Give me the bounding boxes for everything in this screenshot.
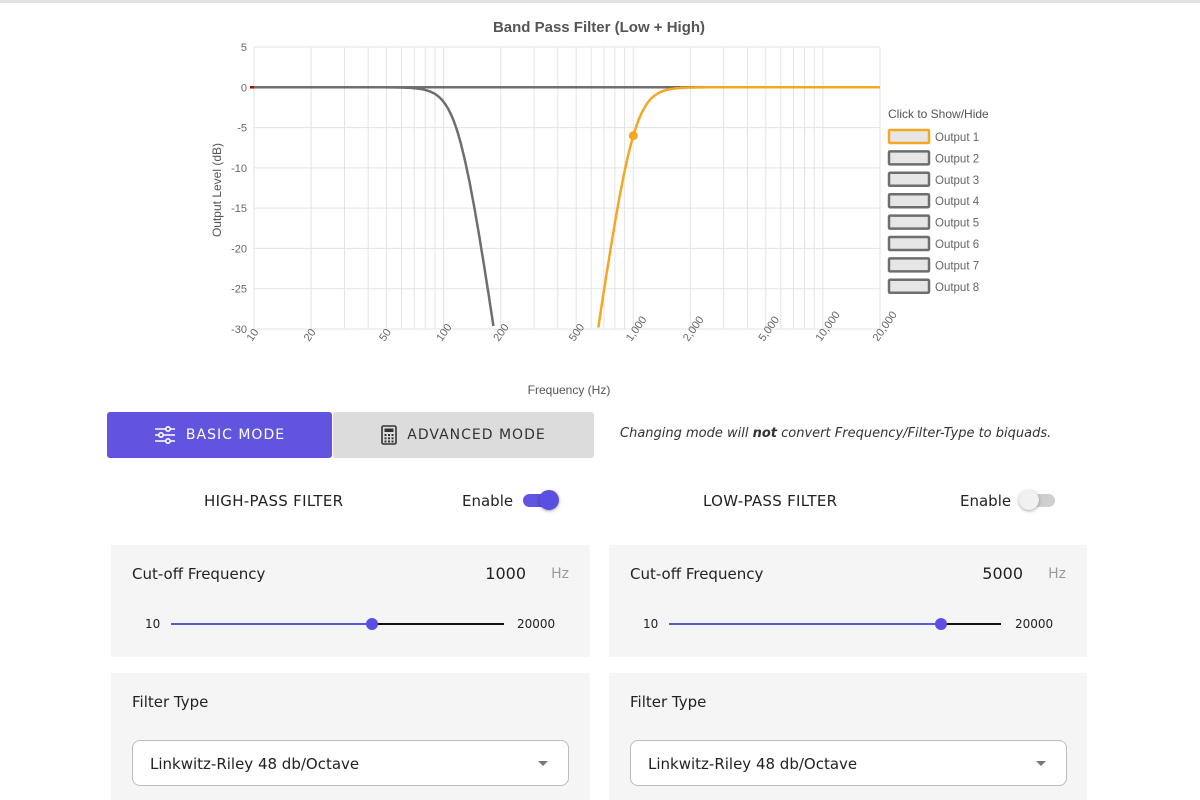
note-suffix: convert Frequency/Filter-Type to biquads… — [777, 426, 1052, 441]
y-axis-ticks: 5 0 -5 -10 -15 -20 -25 -30 — [231, 42, 247, 336]
x-tick-label: 20 — [302, 327, 319, 344]
legend-item-output-4[interactable]: Output 4 — [887, 192, 980, 209]
sliders-icon — [154, 426, 175, 444]
low-pass-cutoff-unit: Hz — [1048, 566, 1066, 582]
legend-item-output-5[interactable]: Output 5 — [887, 214, 979, 230]
legend-swatch — [887, 171, 931, 188]
low-pass-filter-type-select[interactable]: Linkwitz-Riley 48 db/Octave — [630, 740, 1067, 786]
note-emphasis: not — [752, 426, 778, 441]
y-tick-label: -30 — [231, 324, 247, 336]
series-line-output-1 — [597, 86, 880, 328]
chart-series — [250, 86, 880, 328]
high-pass-cutoff-panel: Cut-off Frequency 1000 Hz 10 20000 — [111, 545, 590, 657]
legend-swatch — [887, 278, 931, 295]
legend-label: Output 8 — [935, 282, 979, 294]
x-tick-label: 20,000 — [871, 309, 900, 343]
series-line-output-2 — [254, 86, 495, 327]
legend-item-output-6[interactable]: Output 6 — [887, 235, 979, 252]
low-pass-title: LOW-PASS FILTER — [703, 492, 838, 510]
legend-item-output-8[interactable]: Output 8 — [887, 278, 979, 295]
high-pass-range-max: 20000 — [517, 617, 556, 631]
low-pass-filter-type-panel: Filter Type Linkwitz-Riley 48 db/Octave — [609, 673, 1087, 800]
legend-label: Output 3 — [935, 175, 979, 187]
toggle-knob[interactable] — [1019, 490, 1039, 510]
high-pass-cutoff-unit: Hz — [551, 566, 569, 582]
low-pass-cutoff-slider[interactable] — [669, 618, 1001, 630]
x-axis-ticks: 10 20 50 100 200 500 1,000 2,000 5,000 10,000 20,0… — [245, 309, 900, 343]
high-pass-filter-type-label: Filter Type — [132, 693, 209, 711]
low-pass-cutoff-value[interactable]: 5000 — [982, 564, 1023, 583]
legend-swatch — [887, 235, 931, 252]
mode-change-note: Changing mode will not convert Frequency… — [620, 426, 1051, 441]
x-tick-label: 100 — [434, 322, 454, 344]
toggle-knob[interactable] — [539, 490, 559, 510]
legend-swatch — [887, 150, 931, 166]
chart-title: Band Pass Filter (Low + High) — [493, 19, 705, 36]
legend-label: Output 6 — [935, 239, 979, 251]
low-pass-cutoff-panel: Cut-off Frequency 5000 Hz 10 20000 — [609, 545, 1087, 657]
x-axis-label: Frequency (Hz) — [528, 383, 611, 397]
legend-item-output-1[interactable]: Output 1 — [887, 128, 979, 145]
frequency-response-chart: Band Pass Filter (Low + High) 50-5-10-15… — [210, 19, 989, 397]
legend-swatch — [887, 192, 931, 209]
low-pass-range-min: 10 — [643, 617, 659, 631]
legend-title: Click to Show/Hide — [888, 107, 989, 121]
y-tick-label: 0 — [241, 82, 247, 94]
low-pass-range-max: 20000 — [1015, 617, 1054, 631]
y-tick-label: -5 — [237, 123, 247, 135]
legend-swatch — [887, 214, 931, 230]
legend-label: Output 5 — [935, 218, 979, 230]
chart-grid — [253, 46, 881, 330]
legend-label: Output 4 — [935, 196, 980, 208]
x-tick-label: 10 — [245, 327, 262, 344]
advanced-mode-label: ADVANCED MODE — [407, 427, 546, 443]
basic-mode-button[interactable]: BASIC MODE — [107, 412, 332, 458]
high-pass-cutoff-slider[interactable] — [171, 618, 504, 630]
legend-swatch — [887, 257, 931, 273]
high-pass-range-min: 10 — [145, 617, 161, 631]
legend-item-output-3[interactable]: Output 3 — [887, 171, 979, 188]
high-pass-filter-type-value: Linkwitz-Riley 48 db/Octave — [150, 755, 360, 773]
legend-item-output-2[interactable]: Output 2 — [887, 150, 979, 166]
x-tick-label: 500 — [567, 322, 587, 344]
high-pass-filter-type-select[interactable]: Linkwitz-Riley 48 db/Octave — [132, 740, 569, 786]
series-marker-point — [628, 131, 638, 141]
y-tick-label: -10 — [231, 163, 247, 175]
legend-label: Output 1 — [935, 132, 979, 144]
x-tick-label: 10,000 — [814, 309, 843, 343]
advanced-mode-button[interactable]: ADVANCED MODE — [333, 412, 594, 458]
high-pass-cutoff-label: Cut-off Frequency — [132, 565, 266, 583]
y-tick-label: -15 — [231, 203, 247, 215]
slider-fill — [669, 623, 942, 625]
chart-legend[interactable]: Click to Show/Hide Output 1 Output 2 Outpu… — [887, 107, 989, 295]
low-pass-filter-type-label: Filter Type — [630, 693, 707, 711]
x-tick-label: 50 — [377, 327, 394, 344]
high-pass-enable-toggle[interactable] — [523, 490, 559, 510]
slider-fill — [171, 623, 373, 625]
note-prefix: Changing mode will — [620, 426, 753, 441]
dropdown-caret-icon — [538, 761, 548, 766]
calculator-icon — [381, 425, 398, 445]
low-pass-enable-label: Enable — [960, 492, 1012, 510]
y-axis-label: Output Level (dB) — [210, 143, 224, 237]
top-border — [0, 0, 1200, 3]
basic-mode-label: BASIC MODE — [185, 427, 286, 443]
legend-item-output-7[interactable]: Output 7 — [887, 257, 979, 273]
y-tick-label: 5 — [241, 42, 247, 54]
slider-thumb[interactable] — [366, 618, 379, 630]
low-pass-cutoff-label: Cut-off Frequency — [630, 565, 764, 583]
slider-thumb[interactable] — [935, 618, 948, 630]
legend-swatch — [887, 128, 931, 145]
low-pass-enable-toggle[interactable] — [1019, 490, 1055, 510]
legend-label: Output 2 — [935, 153, 979, 165]
low-pass-filter-type-value: Linkwitz-Riley 48 db/Octave — [648, 755, 858, 773]
y-tick-label: -25 — [231, 284, 247, 296]
high-pass-cutoff-value[interactable]: 1000 — [485, 564, 526, 583]
legend-label: Output 7 — [935, 260, 979, 272]
high-pass-title: HIGH-PASS FILTER — [204, 492, 344, 510]
dropdown-caret-icon — [1036, 761, 1046, 766]
high-pass-filter-type-panel: Filter Type Linkwitz-Riley 48 db/Octave — [111, 673, 590, 800]
y-tick-label: -20 — [231, 243, 247, 255]
high-pass-enable-label: Enable — [462, 492, 514, 510]
